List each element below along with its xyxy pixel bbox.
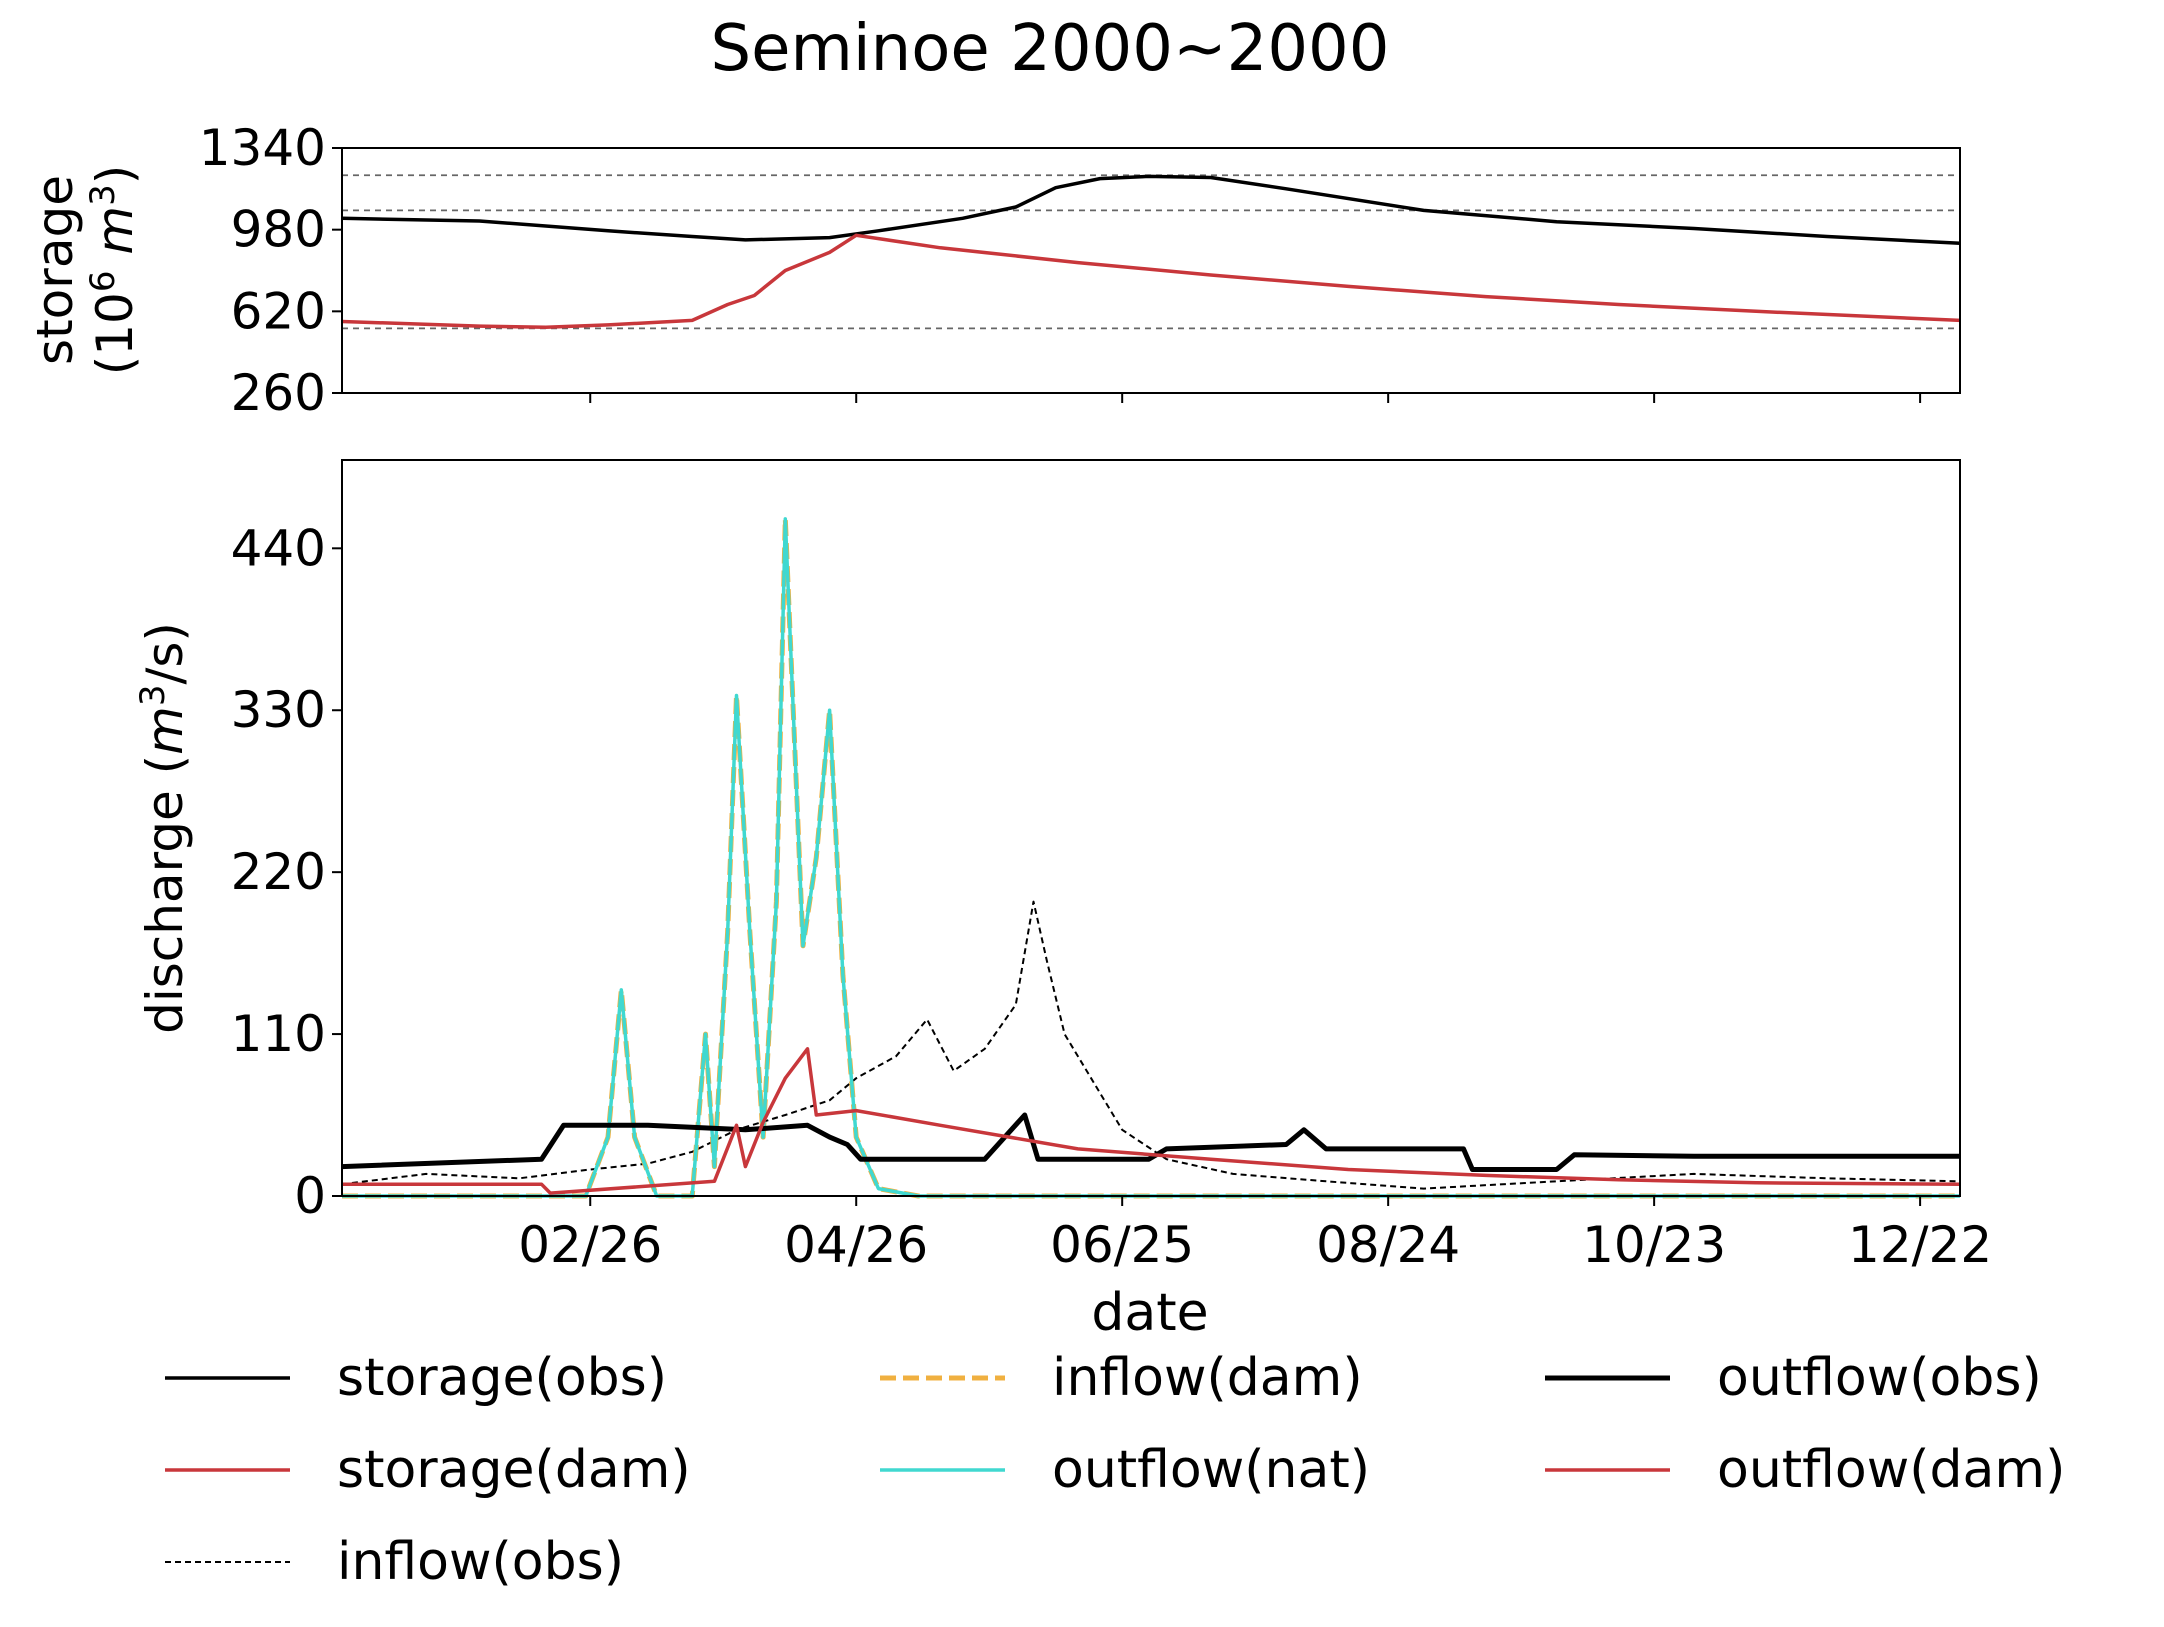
x-tick-label: 02/26 — [518, 1216, 662, 1274]
legend: storage(obs) storage(dam) inflow(obs) inflo… — [165, 1348, 2065, 1592]
legend-label: storage(dam) — [337, 1440, 691, 1500]
storage-y-label: storage (106 m3) — [26, 165, 144, 376]
y-tick-label: 1340 — [199, 119, 326, 177]
legend-label: storage(obs) — [337, 1348, 667, 1408]
storage-panel: 260 620 980 1340 storage (106 m3) — [26, 119, 1961, 422]
discharge-panel: 0 110 220 330 440 02/26 04/26 06/25 08/24 10/23 1… — [133, 459, 1992, 1343]
discharge-series — [341, 516, 1961, 1199]
y-tick-label: 220 — [231, 843, 326, 901]
storage-panel-frame — [341, 147, 1961, 394]
series-line-inflow-obs — [341, 900, 1961, 1190]
y-tick-label: 110 — [231, 1005, 326, 1063]
y-tick-label: 440 — [231, 519, 326, 577]
discharge-x-ticks: 02/26 04/26 06/25 08/24 10/23 12/22 — [518, 1196, 1992, 1274]
x-tick-label: 06/25 — [1050, 1216, 1194, 1274]
storage-y-ticks: 260 620 980 1340 — [199, 119, 342, 422]
legend-label: outflow(dam) — [1717, 1440, 2065, 1500]
series-line-storage-obs — [341, 174, 1961, 246]
series-line-outflow-obs — [341, 1112, 1960, 1172]
legend-label: inflow(obs) — [337, 1532, 624, 1592]
series-line-inflow-dam — [342, 516, 1960, 1199]
y-tick-label: 0 — [294, 1167, 326, 1225]
storage-series — [341, 174, 1961, 329]
discharge-panel-frame — [341, 459, 1961, 1197]
x-tick-label: 04/26 — [784, 1216, 928, 1274]
y-tick-label: 330 — [231, 681, 326, 739]
y-tick-label: 620 — [231, 282, 326, 340]
y-tick-label: 980 — [231, 201, 326, 259]
x-axis-label: date — [1091, 1283, 1208, 1343]
discharge-y-ticks: 0 110 220 330 440 — [231, 519, 342, 1225]
storage-y-label-line2: (106 m3) — [83, 165, 144, 376]
x-tick-label: 12/22 — [1848, 1216, 1992, 1274]
x-tick-label: 08/24 — [1316, 1216, 1460, 1274]
series-line-storage-dam — [341, 233, 1961, 329]
y-tick-label: 260 — [231, 364, 326, 422]
storage-reference-lines — [342, 174, 1960, 330]
legend-label: outflow(nat) — [1052, 1440, 1370, 1500]
chart-title: Seminoe 2000~2000 — [711, 12, 1390, 86]
series-line-outflow-dam — [342, 1047, 1961, 1195]
storage-y-label-line1: storage — [26, 175, 84, 365]
legend-label: inflow(dam) — [1052, 1348, 1363, 1408]
legend-label: outflow(obs) — [1717, 1348, 2042, 1408]
series-line-outflow-nat — [342, 517, 1960, 1198]
discharge-y-label: discharge (m3/s) — [133, 622, 194, 1034]
storage-x-ticks — [589, 393, 1922, 403]
x-tick-label: 10/23 — [1582, 1216, 1726, 1274]
